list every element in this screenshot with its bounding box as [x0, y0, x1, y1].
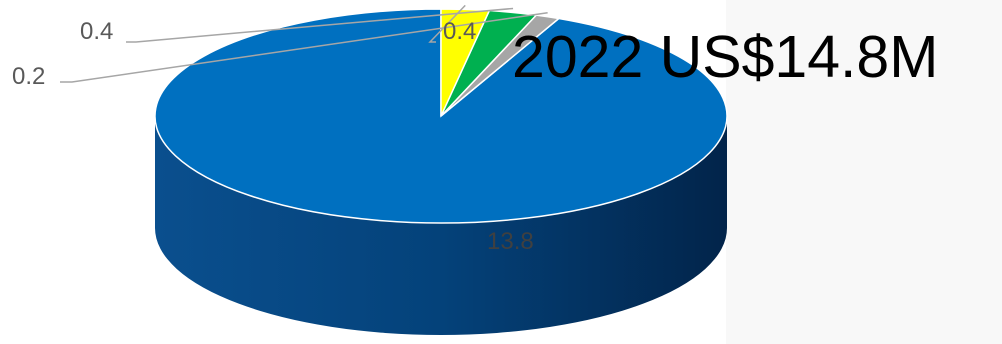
- pie-side-wall: [155, 116, 727, 335]
- data-label-slice-4: 0.4: [443, 18, 477, 45]
- chart-title: 2022 US$14.8M: [512, 24, 939, 90]
- data-label-slice-1: 13.8: [487, 228, 534, 255]
- leader-line-slice-2: [60, 11, 548, 83]
- data-label-slice-2: 0.2: [12, 63, 46, 90]
- leader-line-slice-4: [428, 4, 466, 43]
- right-background-panel: [726, 0, 1002, 344]
- leader-line-slice-3: [126, 7, 514, 43]
- data-label-slice-3: 0.4: [80, 18, 114, 45]
